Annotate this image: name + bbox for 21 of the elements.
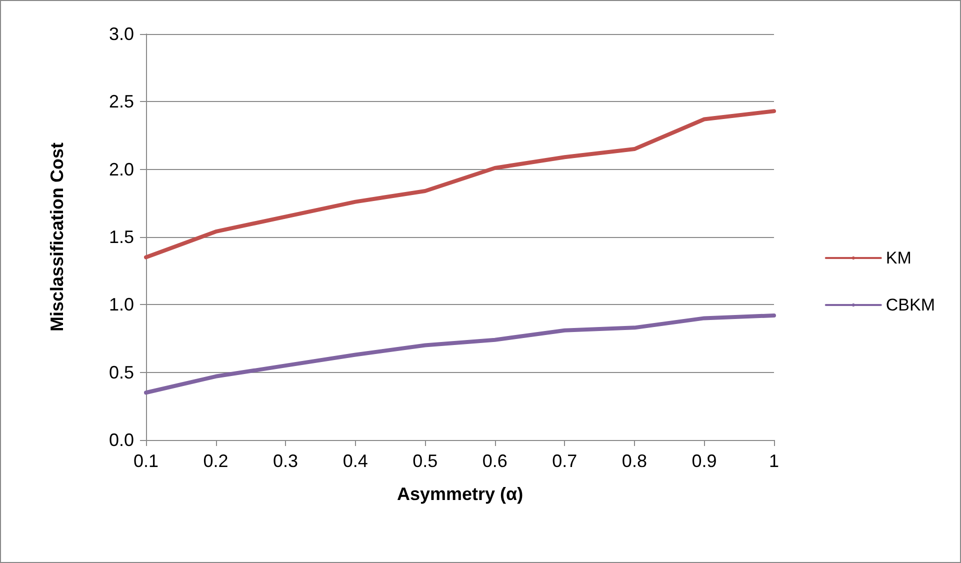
x-tick-label: 0.2 — [203, 451, 228, 471]
x-tick-label: 0.3 — [273, 451, 298, 471]
x-tick-label: 0.4 — [342, 451, 368, 471]
x-tick-label: 0.1 — [133, 451, 159, 471]
y-tick-label: 0.5 — [108, 362, 134, 382]
y-tick-label: 1.5 — [108, 227, 134, 247]
x-tick-label: 1 — [768, 451, 780, 471]
x-tick-label: 0.7 — [552, 451, 578, 471]
x-tick-label: 0.8 — [622, 451, 647, 471]
x-axis-title: Asymmetry (α) — [396, 484, 524, 504]
legend-label: CBKM — [886, 296, 936, 314]
x-tick-label: 0.6 — [482, 451, 508, 471]
x-tick-label: 0.9 — [692, 451, 717, 471]
y-tick-label: 0.0 — [108, 430, 134, 450]
y-tick-label: 2.0 — [108, 159, 134, 180]
y-tick-label: 3.0 — [108, 24, 134, 44]
x-tick-label: 0.5 — [412, 451, 438, 471]
y-tick-label: 2.5 — [108, 92, 134, 112]
y-tick-label: 1.0 — [108, 294, 134, 315]
legend-label: KM — [886, 248, 912, 268]
y-axis-title: Misclassification Cost — [47, 142, 67, 332]
